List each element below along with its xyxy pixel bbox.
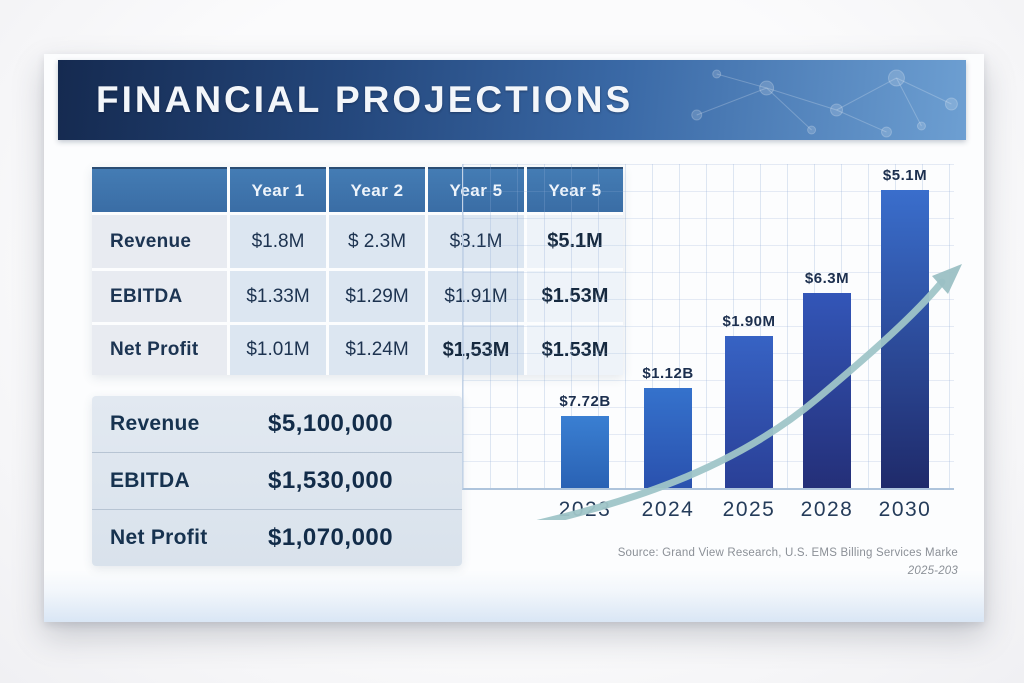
table-cell: $ 2.3M xyxy=(329,215,425,268)
bar xyxy=(725,336,773,488)
summary-label: Revenue xyxy=(110,412,200,435)
table-header-year1: Year 1 xyxy=(230,167,326,212)
table-cell: $1.91M xyxy=(428,271,524,322)
table-row-label-revenue: Revenue xyxy=(92,215,227,268)
table-cell: $1.29M xyxy=(329,271,425,322)
bar-value-label: $7.72B xyxy=(559,393,611,410)
axis-label-2030: 2030 xyxy=(878,498,932,521)
summary-label: EBITDA xyxy=(110,469,190,492)
table-cell: $1.01M xyxy=(230,325,326,375)
table-corner-cell xyxy=(92,167,227,212)
summary-panel: Revenue $5,100,000 EBITDA $1,530,000 Net… xyxy=(92,396,462,566)
title-banner: FINANCIAL PROJECTIONS xyxy=(58,60,966,140)
network-pattern-icon xyxy=(690,69,958,138)
bottom-watermark xyxy=(44,570,984,622)
table-header-year5b: Year 5 xyxy=(527,167,623,212)
summary-value: $5,100,000 xyxy=(268,410,394,437)
slide-title: FINANCIAL PROJECTIONS xyxy=(96,79,634,120)
summary-row-ebitda: EBITDA $1,530,000 xyxy=(92,452,462,509)
bar xyxy=(881,190,929,488)
bar-value-label: $1.90M xyxy=(722,313,776,330)
table-cell: $1.8M xyxy=(230,215,326,268)
table-cell: $5.1M xyxy=(527,215,623,268)
table-header-year2: Year 2 xyxy=(329,167,425,212)
bar-value-label: $5.1M xyxy=(882,167,928,184)
summary-row-net-profit: Net Profit $1,070,000 xyxy=(92,509,462,566)
bar-chart: $7.72B 2023 $1.12B 2024 $1.90M 2025 $6.3… xyxy=(462,164,962,521)
table-cell: $1.33M xyxy=(230,271,326,322)
bar xyxy=(561,416,609,488)
table-row-label-ebitda: EBITDA xyxy=(92,271,227,322)
bar xyxy=(644,388,692,488)
slide-card: FINANCIAL PROJECTIONS Year 1 Year 2 Year… xyxy=(44,54,984,622)
table-row-label-net-profit: Net Profit xyxy=(92,325,227,375)
table-cell: $1,53M xyxy=(428,325,524,375)
source-line1: Source: Grand View Research, U.S. EMS Bi… xyxy=(617,547,958,559)
bar-value-label: $6.3M xyxy=(804,270,850,287)
summary-row-revenue: Revenue $5,100,000 xyxy=(92,396,462,452)
table-cell: $3.1M xyxy=(428,215,524,268)
bar-value-label: $1.12B xyxy=(642,365,694,382)
summary-value: $1,530,000 xyxy=(268,467,394,494)
summary-label: Net Profit xyxy=(110,526,208,549)
table-cell: $1.24M xyxy=(329,325,425,375)
bar xyxy=(803,293,851,488)
summary-value: $1,070,000 xyxy=(268,524,394,551)
